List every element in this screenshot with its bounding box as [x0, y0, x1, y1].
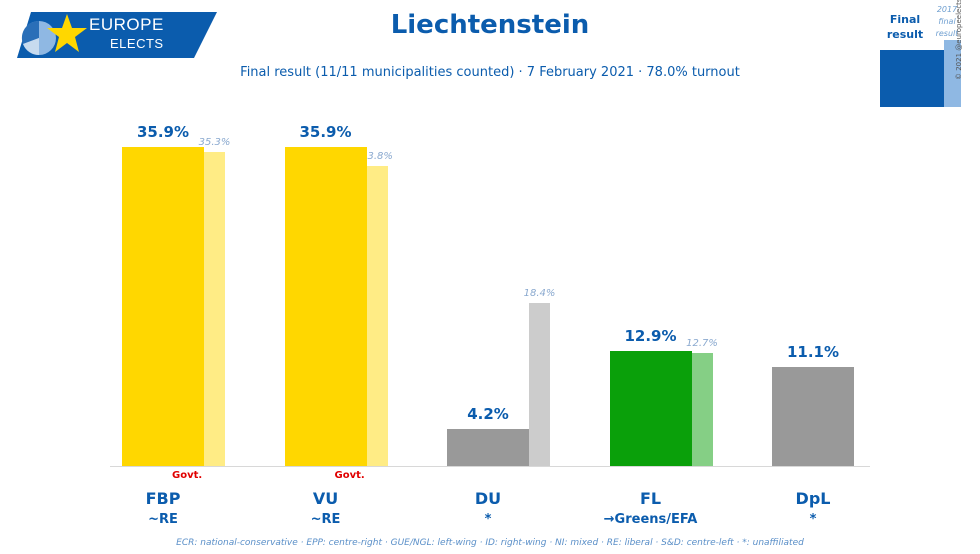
label-prev-fbp: 35.3%: [198, 137, 231, 149]
party-group-vu: ~RE: [310, 512, 341, 527]
bar-prev-fl: [691, 353, 713, 466]
bar-du: [447, 428, 529, 466]
party-group-fl: →Greens/EFA: [603, 512, 698, 527]
legend-current-line2: result: [886, 28, 924, 41]
govt-marker-vu: Govt.: [334, 470, 365, 481]
copyright-text: © 2021 @europeelects: [955, 0, 963, 80]
legend-current-swatch: [880, 50, 944, 107]
party-group-fbp: ~RE: [148, 512, 178, 527]
party-name-fbp: FBP: [145, 489, 181, 508]
label-value-fl: 12.9%: [624, 327, 677, 346]
label-value-du: 4.2%: [467, 404, 509, 423]
legend-previous-line2: final: [938, 17, 956, 26]
chart-title: Liechtenstein: [390, 10, 590, 40]
party-name-dpl: DpL: [795, 489, 831, 508]
party-group-du: *: [484, 512, 492, 527]
legend-current: Final result: [885, 12, 925, 42]
party-name-fl: FL: [639, 489, 662, 508]
bar-prev-du: [529, 302, 550, 466]
label-prev-vu: 33.8%: [361, 150, 393, 162]
label-prev-fl: 12.7%: [686, 338, 718, 350]
govt-marker-fbp: Govt.: [172, 470, 203, 481]
bar-fbp: [122, 147, 204, 466]
europe-elects-logo: [17, 12, 217, 58]
logo-text-europe: EUROPE: [89, 15, 164, 34]
legend-current-line1: Final: [889, 13, 921, 26]
bar-dpl: [772, 367, 854, 466]
chart-baseline: [110, 466, 870, 467]
legend-previous-line3: result: [935, 29, 959, 38]
label-value-vu: 35.9%: [299, 123, 352, 141]
chart-subtitle: Final result (11/11 municipalities count…: [240, 65, 740, 80]
legend-previous-line1: 2017: [936, 5, 958, 14]
legend-previous-swatch: [944, 40, 961, 107]
party-group-dpl: *: [809, 512, 817, 527]
party-name-du: DU: [474, 489, 502, 508]
bar-fl: [609, 351, 692, 466]
legend-previous: 2017 final result: [932, 4, 962, 40]
logo-text-elects: ELECTS: [110, 36, 164, 51]
bar-prev-vu: [366, 165, 388, 466]
label-value-dpl: 11.1%: [786, 343, 840, 362]
party-name-vu: VU: [312, 489, 339, 508]
bar-prev-fbp: [204, 152, 225, 466]
label-prev-du: 18.4%: [523, 287, 556, 299]
label-value-fbp: 35.9%: [136, 123, 190, 141]
footer-legend: ECR: national-conservative · EPP: centre…: [176, 538, 804, 548]
bar-vu: [284, 147, 367, 466]
